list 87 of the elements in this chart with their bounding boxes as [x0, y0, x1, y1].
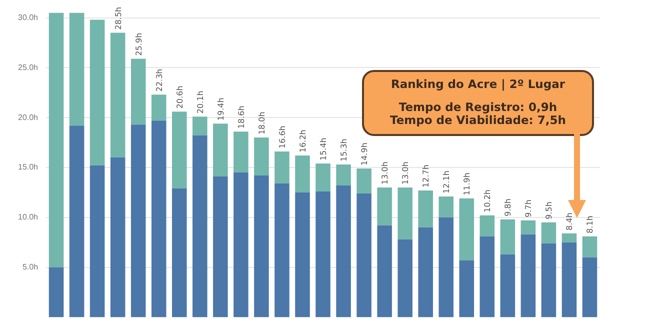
- y-tick-label: 10.0h: [18, 212, 38, 222]
- bar: [295, 156, 310, 192]
- total-label: 9.7h: [524, 200, 534, 218]
- bar: [398, 239, 412, 318]
- total-label: 18.0h: [257, 112, 266, 135]
- bar: [356, 193, 372, 318]
- bar: [541, 222, 556, 244]
- bar: [48, 267, 64, 318]
- bar: [398, 187, 412, 240]
- bar: [500, 219, 516, 254]
- total-label: 20.6h: [175, 86, 184, 109]
- bar: [69, 12, 84, 126]
- bar: [274, 183, 290, 318]
- bar: [172, 112, 187, 188]
- bar: [110, 158, 126, 318]
- bar: [356, 168, 372, 194]
- bar: [459, 260, 474, 318]
- bar: [151, 120, 166, 318]
- bar: [336, 164, 351, 186]
- total-label: 16.6h: [278, 126, 287, 149]
- bar: [254, 175, 269, 318]
- total-label: 12.1h: [442, 170, 452, 194]
- bar: [377, 225, 392, 318]
- callout-box: Ranking do Acre | 2º Lugar Tempo de Registro: 0,9h Tempo de Viabilidade: 7,5h: [362, 70, 594, 136]
- bar: [316, 164, 330, 192]
- bar: [316, 191, 330, 318]
- y-tick-label: 5.0h: [22, 262, 38, 272]
- bar: [274, 152, 290, 184]
- total-label: 8.1h: [586, 216, 595, 234]
- bar: [151, 94, 166, 121]
- total-label: 14.9h: [360, 142, 370, 166]
- total-label: 15.4h: [319, 138, 328, 161]
- total-label: 12.7h: [422, 164, 431, 188]
- total-label: 22.3h: [154, 68, 164, 92]
- bar: [500, 254, 516, 318]
- bar: [480, 215, 495, 236]
- bar: [520, 234, 536, 318]
- bar: [90, 20, 105, 166]
- y-tick-label: 30.0h: [18, 12, 38, 22]
- total-label: 16.2h: [298, 130, 308, 153]
- bar: [130, 58, 146, 125]
- bar: [213, 124, 228, 176]
- bar: [192, 136, 208, 318]
- bar: [459, 198, 474, 260]
- bar: [562, 242, 577, 318]
- total-label: 20.1h: [196, 90, 205, 114]
- bar: [418, 190, 433, 228]
- bar: [234, 172, 248, 318]
- bar: [562, 233, 577, 242]
- y-tick-label: 25.0h: [18, 62, 38, 72]
- annotation: Tempo de Registro: 0,9h Tempo de Viabilidade: 7,5h: [389, 100, 567, 128]
- bar: [336, 185, 351, 318]
- bar: [438, 217, 454, 318]
- bar: [295, 192, 310, 318]
- total-label: 10.2h: [483, 190, 492, 212]
- total-label: 15.3h: [340, 138, 349, 162]
- y-tick-label: 20.0h: [18, 112, 38, 122]
- total-label: 13.0h: [401, 162, 410, 184]
- total-label: 11.9h: [462, 172, 472, 196]
- bar: [110, 32, 126, 158]
- bar: [418, 227, 433, 318]
- bar: [69, 126, 84, 318]
- bar: [377, 187, 392, 226]
- total-label: 18.6h: [236, 106, 246, 129]
- y-tick-label: 15.0h: [18, 162, 38, 172]
- bar: [48, 12, 64, 268]
- bar: [90, 166, 105, 318]
- annotation: Ranking do Acre | 2º Lugar: [390, 77, 566, 92]
- total-label: 9.5h: [544, 202, 554, 220]
- bar: [520, 220, 536, 234]
- total-label: 13.0h: [380, 162, 390, 184]
- bar: [438, 196, 454, 218]
- total-label: 28.5h: [114, 6, 123, 30]
- bar: [234, 132, 248, 172]
- bar: [172, 188, 187, 318]
- bar: [192, 116, 208, 136]
- total-label: 9.8h: [504, 198, 513, 216]
- total-label: 19.4h: [216, 98, 226, 121]
- bar: [480, 236, 495, 318]
- bar: [541, 243, 556, 318]
- bar: [130, 124, 146, 318]
- bar: [254, 138, 269, 176]
- total-label: 25.9h: [134, 32, 144, 56]
- bar: [582, 236, 598, 258]
- bar: [213, 176, 228, 318]
- total-label: 8.4h: [565, 212, 574, 230]
- bar: [582, 257, 598, 318]
